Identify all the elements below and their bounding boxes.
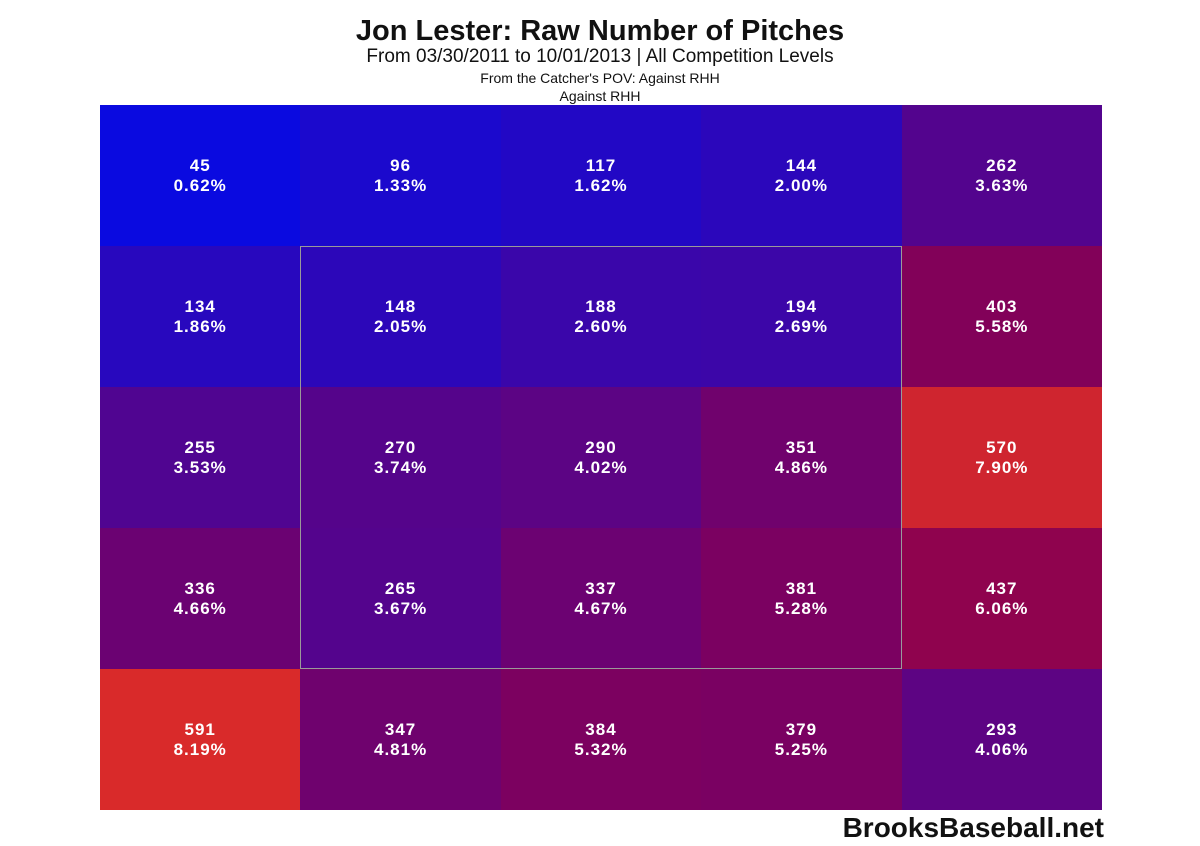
cell-count-label: 381 — [785, 578, 818, 598]
heatmap-cell: 148 2.05% — [300, 246, 501, 387]
cell-percent-label: 4.86% — [774, 457, 828, 477]
cell-count-label: 134 — [184, 296, 216, 316]
heatmap-cell: 437 6.06% — [901, 528, 1102, 669]
heatmap-cell: 351 4.86% — [701, 387, 902, 528]
heatmap-cell: 188 2.60% — [500, 246, 702, 387]
cell-percent-label: 4.66% — [173, 598, 227, 618]
cell-percent-label: 3.67% — [373, 598, 428, 618]
cell-percent-label: 8.19% — [173, 739, 227, 759]
chart-subtitle: From 03/30/2011 to 10/01/2013 | All Comp… — [366, 46, 834, 67]
heatmap-cell: 591 8.19% — [100, 669, 301, 810]
cell-count-label: 293 — [986, 719, 1018, 739]
heatmap-cell: 290 4.02% — [500, 387, 702, 528]
cell-count-label: 570 — [986, 437, 1018, 457]
cell-percent-label: 3.53% — [173, 457, 227, 477]
cell-percent-label: 7.90% — [975, 457, 1029, 477]
heatmap-cell: 255 3.53% — [100, 387, 301, 528]
cell-count-label: 117 — [585, 155, 617, 175]
heatmap-cell: 96 1.33% — [300, 105, 501, 246]
heatmap-cell: 144 2.00% — [701, 105, 902, 246]
cell-percent-label: 1.62% — [574, 175, 628, 195]
heatmap-cell: 347 4.81% — [300, 669, 501, 810]
cell-count-label: 96 — [390, 155, 412, 175]
cell-count-label: 194 — [785, 296, 818, 316]
cell-count-label: 270 — [384, 437, 417, 457]
heatmap-cell: 45 0.62% — [100, 105, 301, 246]
watermark: BrooksBaseball.net — [842, 812, 1104, 843]
cell-count-label: 384 — [585, 719, 617, 739]
cell-count-label: 188 — [585, 296, 617, 316]
heatmap-cell: 134 1.86% — [100, 246, 301, 387]
cell-percent-label: 3.74% — [373, 457, 428, 477]
chart-subtitle-handedness: Against RHH — [559, 88, 641, 104]
cell-percent-label: 2.00% — [774, 175, 828, 195]
cell-count-label: 144 — [785, 155, 818, 175]
cell-count-label: 347 — [384, 719, 417, 739]
cell-count-label: 255 — [184, 437, 216, 457]
cell-percent-label: 2.60% — [574, 316, 628, 336]
cell-count-label: 351 — [785, 437, 818, 457]
cell-count-label: 148 — [384, 296, 417, 316]
cell-percent-label: 4.06% — [975, 739, 1029, 759]
heatmap-cell: 336 4.66% — [100, 528, 301, 669]
chart-subtitle-pov: From the Catcher's POV: Against RHH — [480, 70, 720, 86]
heatmap-grid: 45 0.62% 96 1.33% 117 1.62% 144 2.00% 262 3.63% 13… — [100, 105, 1102, 810]
cell-percent-label: 2.69% — [774, 316, 828, 336]
cell-percent-label: 0.62% — [173, 175, 227, 195]
cell-count-label: 45 — [189, 155, 211, 175]
cell-percent-label: 1.33% — [373, 175, 428, 195]
heatmap-cell: 384 5.32% — [500, 669, 702, 810]
heatmap-cell: 403 5.58% — [901, 246, 1102, 387]
cell-percent-label: 4.81% — [373, 739, 428, 759]
heatmap-cell: 293 4.06% — [901, 669, 1102, 810]
heatmap-cell: 337 4.67% — [500, 528, 702, 669]
cell-count-label: 265 — [384, 578, 417, 598]
cell-count-label: 337 — [585, 578, 617, 598]
heatmap-cell: 265 3.67% — [300, 528, 501, 669]
cell-percent-label: 1.86% — [173, 316, 227, 336]
heatmap-cell: 262 3.63% — [901, 105, 1102, 246]
cell-percent-label: 5.25% — [774, 739, 828, 759]
cell-percent-label: 4.02% — [574, 457, 628, 477]
cell-count-label: 437 — [986, 578, 1018, 598]
heatmap-cell: 270 3.74% — [300, 387, 501, 528]
heatmap-cell: 379 5.25% — [701, 669, 902, 810]
heatmap-cell: 194 2.69% — [701, 246, 902, 387]
cell-percent-label: 2.05% — [373, 316, 428, 336]
cell-count-label: 379 — [785, 719, 818, 739]
cell-count-label: 290 — [585, 437, 617, 457]
cell-count-label: 336 — [184, 578, 216, 598]
cell-percent-label: 6.06% — [975, 598, 1029, 618]
cell-percent-label: 3.63% — [975, 175, 1029, 195]
cell-percent-label: 4.67% — [574, 598, 628, 618]
cell-count-label: 262 — [986, 155, 1018, 175]
cell-count-label: 403 — [986, 296, 1018, 316]
cell-percent-label: 5.28% — [774, 598, 828, 618]
cell-percent-label: 5.58% — [975, 316, 1029, 336]
cell-percent-label: 5.32% — [574, 739, 628, 759]
cell-count-label: 591 — [184, 719, 216, 739]
heatmap-cell: 381 5.28% — [701, 528, 902, 669]
heatmap-cell: 117 1.62% — [500, 105, 702, 246]
chart-title: Jon Lester: Raw Number of Pitches — [355, 15, 845, 47]
heatmap-cell: 570 7.90% — [901, 387, 1102, 528]
